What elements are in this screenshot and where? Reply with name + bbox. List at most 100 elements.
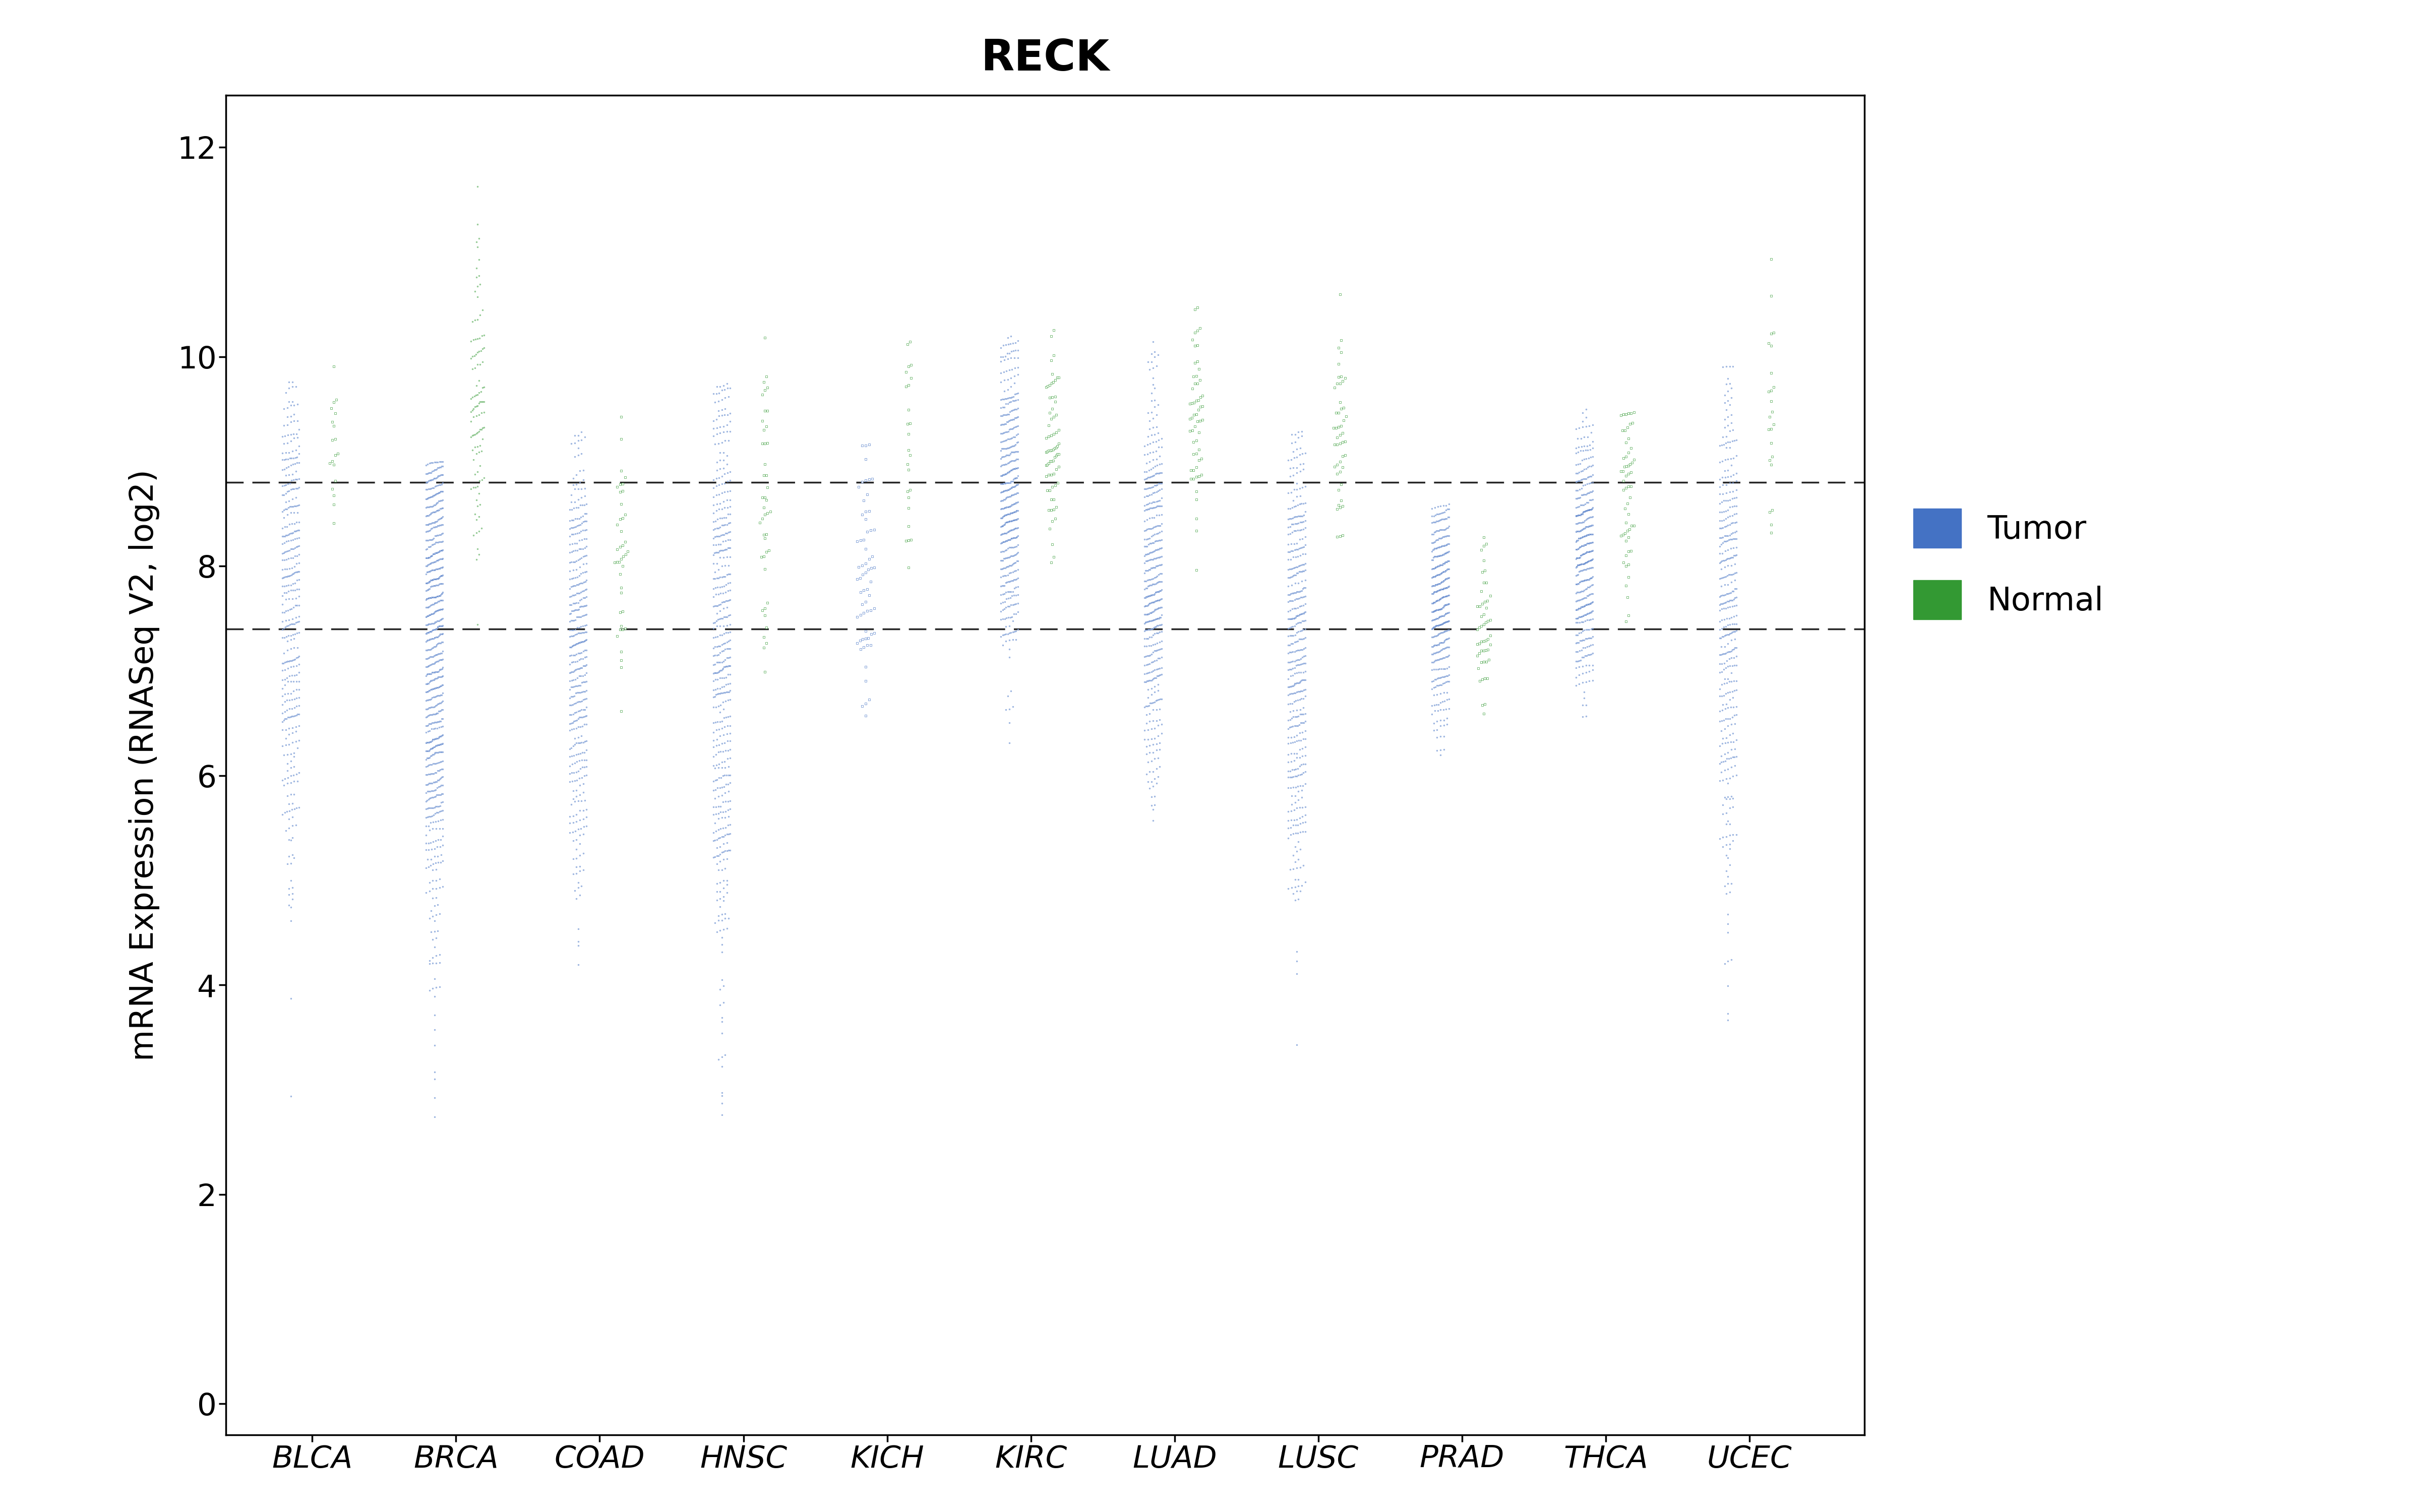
Point: [455, 395, 494, 419]
Point: [699, 826, 738, 850]
Point: [1125, 670, 1164, 694]
Point: [1573, 547, 1612, 572]
Point: [1418, 535, 1457, 559]
Point: [990, 478, 1028, 502]
Point: [414, 567, 453, 591]
Point: [1428, 635, 1467, 659]
Point: [1133, 785, 1171, 809]
Point: [1706, 398, 1745, 422]
Point: [1135, 638, 1174, 662]
Point: [1421, 562, 1459, 587]
Point: [1137, 771, 1176, 795]
Point: [1604, 419, 1643, 443]
Point: [269, 656, 307, 680]
Point: [1425, 656, 1464, 680]
Point: [1140, 606, 1179, 631]
Point: [273, 528, 312, 552]
Point: [1716, 620, 1754, 644]
Point: [1421, 508, 1459, 532]
Point: [419, 649, 457, 673]
Point: [1270, 565, 1309, 590]
Point: [1280, 603, 1319, 627]
Point: [421, 631, 460, 655]
Point: [409, 662, 448, 686]
Point: [1573, 538, 1612, 562]
Point: [1706, 466, 1745, 490]
Point: [1418, 673, 1457, 697]
Point: [566, 502, 605, 526]
Point: [407, 762, 445, 786]
Point: [1563, 603, 1602, 627]
Point: [1135, 674, 1174, 699]
Point: [1418, 647, 1457, 671]
Point: [1568, 466, 1607, 490]
Point: [999, 355, 1038, 380]
Point: [419, 726, 457, 750]
Point: [1416, 544, 1454, 569]
Point: [1133, 464, 1171, 488]
Point: [987, 697, 1026, 721]
Point: [407, 647, 445, 671]
Point: [704, 816, 743, 841]
Point: [1140, 562, 1179, 587]
Point: [1130, 408, 1169, 432]
Point: [999, 532, 1038, 556]
Point: [745, 399, 784, 423]
Point: [852, 544, 891, 569]
Point: [1036, 435, 1074, 460]
Point: [1711, 588, 1750, 612]
Point: [985, 487, 1024, 511]
Point: [421, 538, 460, 562]
Point: [269, 523, 307, 547]
Point: [997, 525, 1036, 549]
Point: [1275, 631, 1314, 655]
Point: [702, 886, 741, 910]
Point: [1028, 413, 1067, 437]
Point: [1140, 579, 1179, 603]
Point: [264, 532, 302, 556]
Point: [995, 535, 1033, 559]
Point: [1031, 497, 1070, 522]
Point: [407, 714, 445, 738]
Point: [603, 599, 641, 623]
Point: [1566, 661, 1604, 685]
Point: [1711, 376, 1750, 401]
Point: [271, 895, 310, 919]
Point: [264, 668, 302, 692]
Point: [702, 553, 741, 578]
Point: [997, 423, 1036, 448]
Point: [1130, 668, 1169, 692]
Point: [1278, 939, 1316, 963]
Point: [992, 440, 1031, 464]
Point: [1130, 458, 1169, 482]
Point: [995, 517, 1033, 541]
Point: [1273, 573, 1312, 597]
Point: [266, 726, 305, 750]
Point: [407, 596, 445, 620]
Point: [273, 402, 312, 426]
Point: [699, 404, 738, 428]
Point: [695, 668, 733, 692]
Point: [699, 606, 738, 631]
Point: [276, 535, 315, 559]
Point: [1275, 556, 1314, 581]
Point: [1716, 535, 1754, 559]
Point: [1135, 608, 1174, 632]
Point: [987, 470, 1026, 494]
Point: [1142, 596, 1181, 620]
Point: [1283, 585, 1321, 609]
Point: [421, 807, 460, 832]
Point: [999, 405, 1038, 429]
Point: [697, 768, 736, 792]
Point: [1558, 572, 1597, 596]
Point: [847, 561, 886, 585]
Point: [695, 729, 733, 753]
Point: [711, 401, 750, 425]
Point: [421, 658, 460, 682]
Point: [1125, 467, 1164, 491]
Point: [1568, 438, 1607, 463]
Point: [704, 974, 743, 998]
Point: [987, 570, 1026, 594]
Point: [416, 777, 455, 801]
Point: [414, 785, 453, 809]
